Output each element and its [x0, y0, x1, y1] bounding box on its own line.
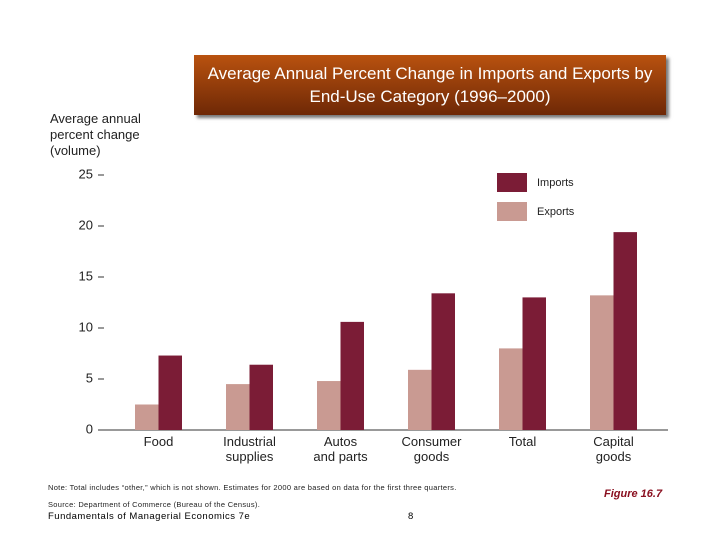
y-axis-label: Average annual percent change (volume): [50, 111, 141, 158]
bar: [317, 381, 341, 430]
x-tick-label: Autos and parts: [313, 434, 368, 464]
page-number: 8: [408, 511, 414, 522]
footer: Fundamentals of Managerial Economics 7e: [48, 511, 251, 522]
bar: [226, 384, 250, 430]
legend-label: Exports: [537, 206, 575, 218]
bar: [135, 404, 159, 430]
figure-label: Figure 16.7: [604, 488, 663, 500]
x-tick-label: Capital goods: [593, 434, 634, 464]
y-tick-label: 5: [86, 370, 93, 385]
note: Note: Total includes “other,” which is n…: [48, 483, 457, 492]
x-tick-label: Consumer goods: [402, 434, 463, 464]
bar: [613, 232, 637, 430]
bar: [431, 293, 455, 430]
bar: [408, 369, 432, 430]
y-tick-label: 15: [79, 268, 93, 283]
legend-swatch: [497, 202, 527, 221]
legend-label: Imports: [537, 177, 574, 189]
source: Source: Department of Commerce (Bureau o…: [48, 500, 261, 509]
x-tick-label: Total: [509, 434, 537, 449]
y-tick-label: 20: [79, 217, 93, 232]
bar: [522, 297, 546, 430]
bar: [590, 295, 614, 430]
bar: [499, 348, 523, 430]
y-tick-label: 0: [86, 421, 93, 436]
x-tick-label: Food: [144, 434, 174, 449]
legend-swatch: [497, 173, 527, 192]
chart-title: Average Annual Percent Change in Imports…: [194, 55, 666, 115]
bar: [158, 355, 182, 430]
y-tick-label: 25: [79, 166, 93, 181]
x-tick-label: Industrial supplies: [223, 434, 276, 464]
bar: [249, 364, 273, 430]
bar: [340, 321, 364, 430]
y-tick-label: 10: [79, 319, 93, 334]
